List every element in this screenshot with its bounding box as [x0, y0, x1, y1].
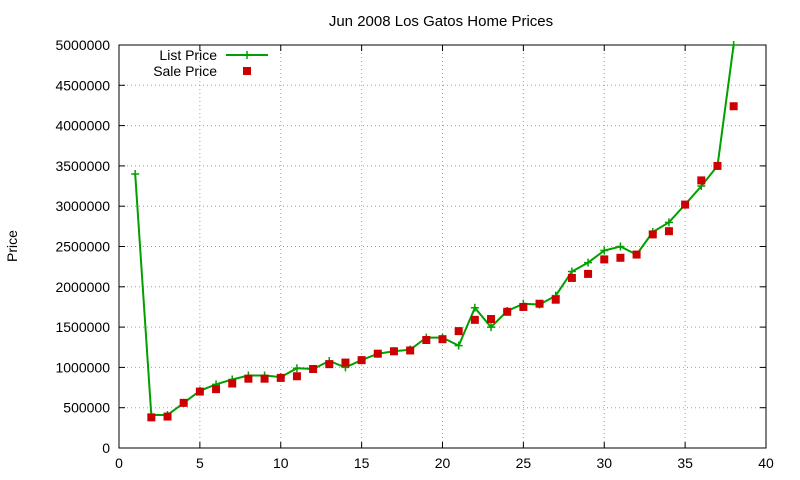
x-tick-label: 15	[354, 455, 370, 471]
list-price-point	[664, 218, 673, 227]
x-tick-label: 10	[273, 455, 289, 471]
list-price-point	[729, 41, 738, 49]
y-axis-label: Price	[4, 230, 20, 262]
x-tick-label: 30	[596, 455, 612, 471]
legend-marker-list-price	[243, 51, 251, 59]
legend-label-list-price: List Price	[159, 47, 217, 63]
list-price-point	[600, 246, 609, 255]
sale-price-point	[648, 230, 657, 239]
list-price-point	[131, 169, 140, 178]
sale-price-point	[389, 347, 398, 356]
y-tick-label: 1500000	[55, 319, 110, 335]
sale-price-point	[632, 250, 641, 259]
sale-price-point	[147, 413, 156, 422]
sale-price-point	[309, 365, 318, 374]
list-price-point	[292, 364, 301, 373]
x-tick-label: 20	[435, 455, 451, 471]
list-price-point	[487, 323, 496, 332]
list-price-line	[134, 44, 735, 416]
list-price-point	[470, 303, 479, 312]
sale-price-point	[503, 307, 512, 316]
legend-marker-sale-price	[243, 67, 251, 75]
y-tick-label: 2500000	[55, 239, 110, 255]
sale-price-point	[584, 269, 593, 278]
sale-price-point	[697, 176, 706, 185]
list-price-point	[584, 258, 593, 267]
sale-price-point	[713, 161, 722, 170]
y-tick-labels: 0 500000 1000000 1500000 2000000 2500000 30000…	[55, 37, 110, 456]
x-tick-labels: 0 5 10 15 20 25 30 35 40	[115, 455, 774, 471]
y-tick-label: 3500000	[55, 158, 110, 174]
sale-price-point	[567, 273, 576, 282]
x-tick-label: 25	[516, 455, 532, 471]
sale-price-point	[276, 373, 285, 382]
x-tick-label: 0	[115, 455, 123, 471]
sale-price-point	[163, 412, 172, 421]
sale-price-point	[454, 327, 463, 336]
x-tick-label: 35	[677, 455, 693, 471]
sale-price-point	[438, 335, 447, 344]
x-tick-label: 5	[196, 455, 204, 471]
sale-price-point	[373, 349, 382, 358]
sale-price-point	[535, 299, 544, 308]
sale-price-point	[325, 360, 334, 369]
x-tick-label: 40	[758, 455, 774, 471]
sale-price-point	[260, 374, 269, 383]
y-tick-label: 3000000	[55, 198, 110, 214]
y-tick-label: 500000	[63, 400, 110, 416]
y-tick-label: 0	[102, 440, 110, 456]
sale-price-point	[406, 346, 415, 355]
sale-price-point	[551, 295, 560, 304]
list-price-point	[616, 242, 625, 251]
sale-price-point	[292, 372, 301, 381]
y-tick-label: 2000000	[55, 279, 110, 295]
axis-ticks	[118, 44, 767, 449]
sale-price-point	[228, 379, 237, 388]
sale-price-point	[212, 385, 221, 394]
chart-title: Jun 2008 Los Gatos Home Prices	[329, 13, 553, 30]
legend-label-sale-price: Sale Price	[153, 63, 217, 79]
sale-price-point	[341, 358, 350, 367]
y-tick-label: 1000000	[55, 359, 110, 375]
sale-price-point	[357, 356, 366, 365]
y-tick-label: 4500000	[55, 77, 110, 93]
series-marks	[131, 41, 738, 422]
sale-price-point	[681, 200, 690, 209]
sale-price-point	[195, 387, 204, 396]
list-price-point	[454, 341, 463, 350]
y-tick-label: 5000000	[55, 37, 110, 53]
sale-price-point	[422, 335, 431, 344]
sale-price-point	[470, 315, 479, 324]
sale-price-point	[244, 374, 253, 383]
sale-price-point	[729, 102, 738, 111]
y-tick-label: 4000000	[55, 118, 110, 134]
sale-price-point	[179, 398, 188, 407]
sale-price-point	[600, 255, 609, 264]
sale-price-point	[664, 227, 673, 236]
sale-price-point	[616, 253, 625, 262]
legend: List Price Sale Price	[153, 47, 268, 79]
sale-price-point	[519, 302, 528, 311]
sale-price-point	[487, 315, 496, 324]
